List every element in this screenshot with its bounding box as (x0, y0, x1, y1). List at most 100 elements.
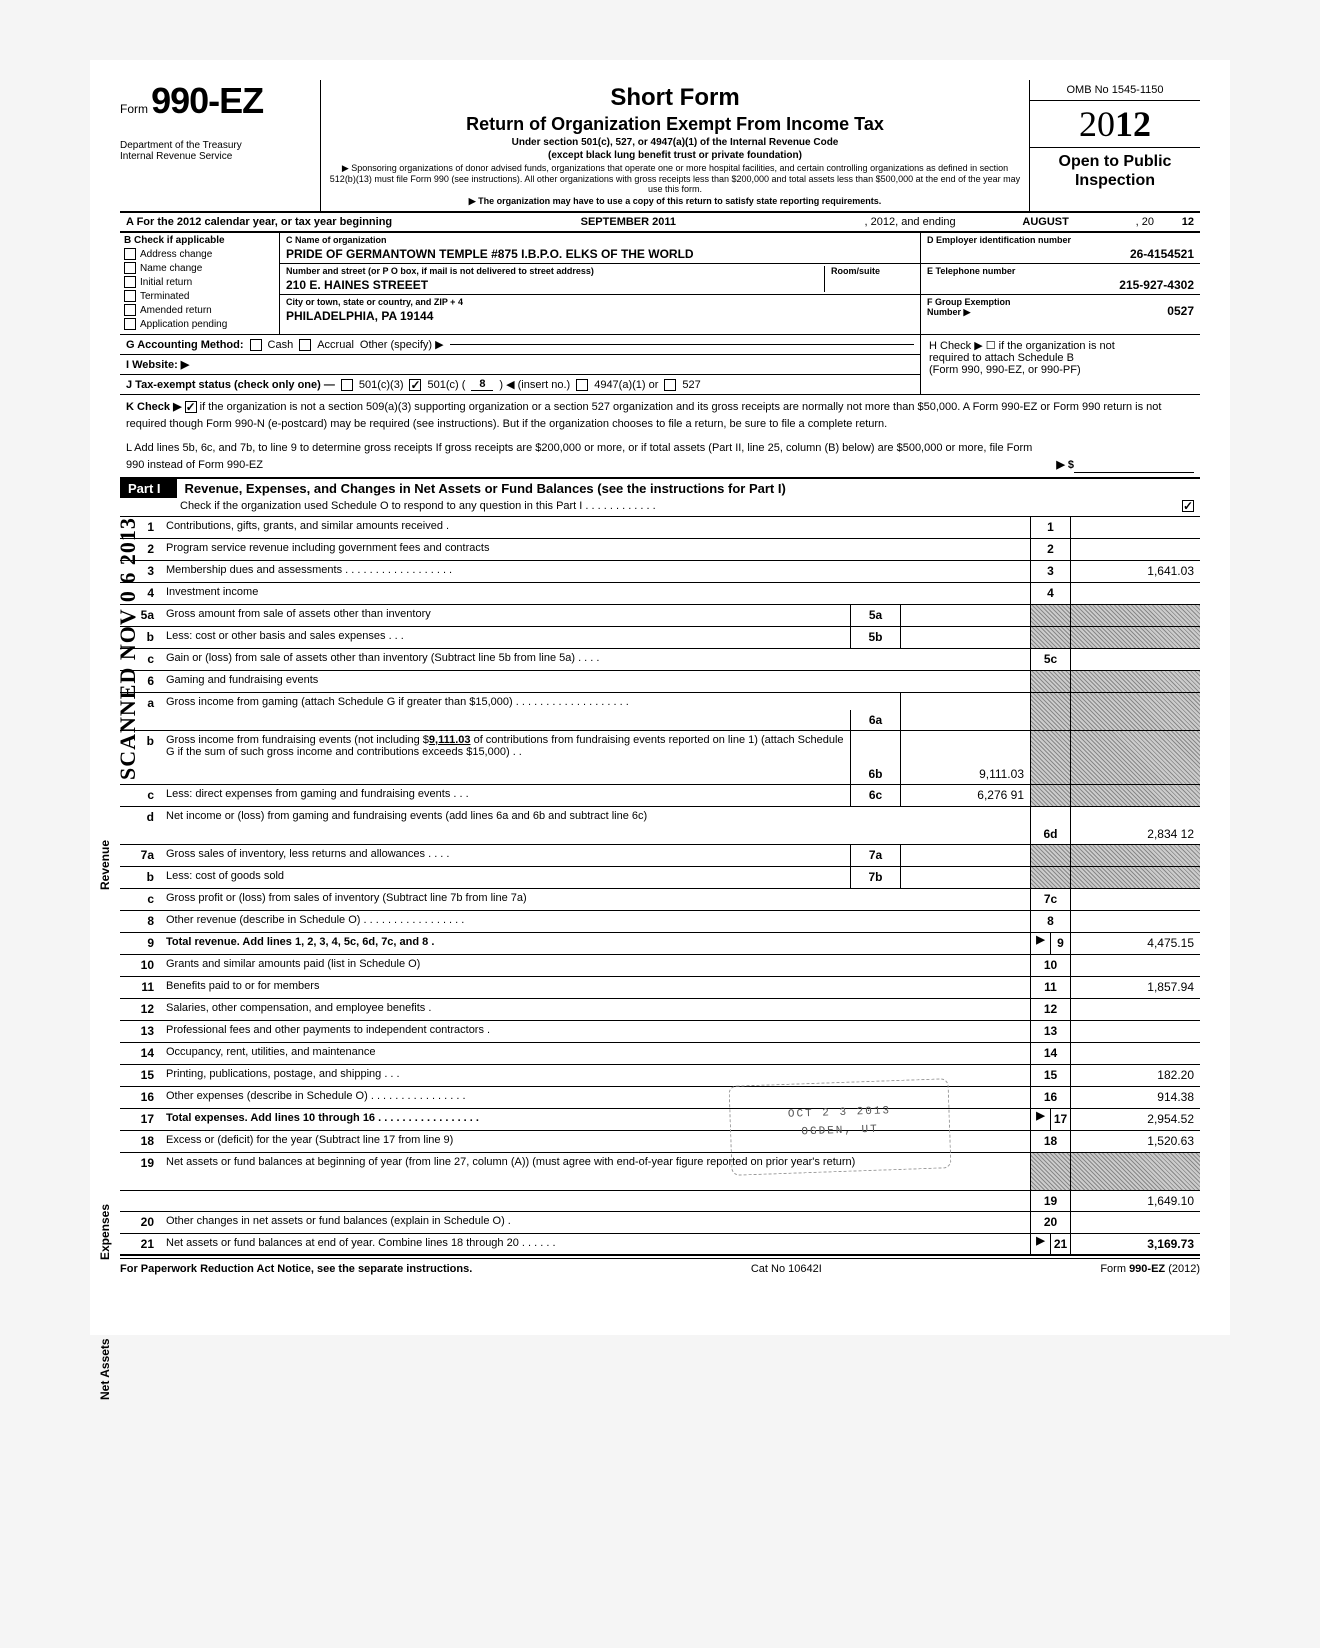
cb-line-k[interactable] (185, 401, 197, 413)
row-16-val[interactable]: 914.38 (1070, 1087, 1200, 1108)
row-7c-val[interactable] (1070, 889, 1200, 910)
row-21-desc: Net assets or fund balances at end of ye… (160, 1234, 1030, 1254)
cb-4947[interactable] (576, 379, 588, 391)
row-6d-val[interactable]: 2,834 12 (1070, 807, 1200, 844)
row-8-ncol: 8 (1030, 911, 1070, 932)
row-21-val[interactable]: 3,169.73 (1070, 1234, 1200, 1254)
row-14-val[interactable] (1070, 1043, 1200, 1064)
row-2-val[interactable] (1070, 539, 1200, 560)
footer-right: Form 990-EZ (2012) (1100, 1263, 1200, 1275)
line-j-label: J Tax-exempt status (check only one) — (126, 379, 335, 391)
cb-accrual[interactable] (299, 339, 311, 351)
cb-address-change[interactable] (124, 248, 136, 260)
cb-application-pending[interactable] (124, 318, 136, 330)
right-header-block: OMB No 1545-1150 2012 Open to Public Ins… (1030, 80, 1200, 194)
right-col-def: D Employer identification number 26-4154… (920, 233, 1200, 334)
subtitle-except: (except black lung benefit trust or priv… (329, 150, 1021, 161)
row-2-desc: Program service revenue including govern… (160, 539, 1030, 560)
subtitle-section: Under section 501(c), 527, or 4947(a)(1)… (329, 137, 1021, 148)
line-a: A For the 2012 calendar year, or tax yea… (120, 211, 1200, 231)
cb-initial-return[interactable] (124, 276, 136, 288)
box-f-label2: Number ▶ (927, 307, 1124, 318)
line-j: J Tax-exempt status (check only one) — 5… (120, 374, 920, 394)
row-19-val[interactable]: 1,649.10 (1070, 1191, 1200, 1211)
line-l-amount[interactable] (1074, 472, 1194, 473)
open-line1: Open to Public (1030, 152, 1200, 171)
row-19-shade2 (1070, 1153, 1200, 1190)
side-label-revenue: Revenue (98, 840, 112, 890)
row-7c-desc: Gross profit or (loss) from sales of inv… (160, 889, 1030, 910)
527-label: 527 (682, 379, 700, 391)
row-9-val[interactable]: 4,475.15 (1070, 933, 1200, 954)
row-14-num: 14 (120, 1043, 160, 1064)
row-20-val[interactable] (1070, 1212, 1200, 1233)
row-11-val[interactable]: 1,857.94 (1070, 977, 1200, 998)
row-2-ncol: 2 (1030, 539, 1070, 560)
row-1-desc: Contributions, gifts, grants, and simila… (160, 517, 1030, 538)
line-a-mid: , 2012, and ending (865, 216, 956, 228)
row-5a-mval[interactable] (900, 605, 1030, 626)
row-6c-mval[interactable]: 6,276 91 (900, 785, 1030, 806)
row-8-val[interactable] (1070, 911, 1200, 932)
cb-amended-return[interactable] (124, 304, 136, 316)
row-6b-desc: Gross income from fundraising events (no… (160, 731, 850, 784)
cb-501c[interactable] (409, 379, 421, 391)
cb-label-0: Address change (140, 249, 212, 260)
cb-501c3[interactable] (341, 379, 353, 391)
line-a-end: AUGUST (956, 216, 1136, 228)
row-18-val[interactable]: 1,520.63 (1070, 1131, 1200, 1152)
row-7b-mval[interactable] (900, 867, 1030, 888)
open-to-public: Open to Public Inspection (1030, 147, 1200, 194)
arrow-line-2: ▶ The organization may have to use a cop… (329, 196, 1021, 207)
row-5b-mcol: 5b (850, 627, 900, 648)
row-3-val[interactable]: 1,641.03 (1070, 561, 1200, 582)
form-page: SCANNED NOV 0 6 2013 Revenue Expenses Ne… (90, 60, 1230, 1335)
row-5b-shade2 (1070, 627, 1200, 648)
cb-terminated[interactable] (124, 290, 136, 302)
cb-cash[interactable] (250, 339, 262, 351)
cb-527[interactable] (664, 379, 676, 391)
row-6a-mval[interactable] (900, 693, 1030, 730)
row-10-num: 10 (120, 955, 160, 976)
phone-value: 215-927-4302 (927, 278, 1194, 292)
row-6b-mval[interactable]: 9,111.03 (900, 731, 1030, 784)
ein-value: 26-4154521 (927, 247, 1194, 261)
row-17-val[interactable]: 2,954.52 (1070, 1109, 1200, 1130)
row-19-shade (1030, 1153, 1070, 1190)
row-15-ncol: 15 (1030, 1065, 1070, 1086)
row-5b-mval[interactable] (900, 627, 1030, 648)
row-16-num: 16 (120, 1087, 160, 1108)
side-label-net-assets: Net Assets (98, 1338, 112, 1400)
cb-schedule-o[interactable] (1182, 500, 1194, 512)
side-label-expenses: Expenses (98, 1204, 112, 1260)
org-name: PRIDE OF GERMANTOWN TEMPLE #875 I.B.P.O.… (286, 247, 914, 261)
row-17-num: 17 (120, 1109, 160, 1130)
row-17-ncol: 17 (1050, 1109, 1070, 1130)
row-5c-val[interactable] (1070, 649, 1200, 670)
year-prefix: 20 (1079, 104, 1115, 144)
row-21-num: 21 (120, 1234, 160, 1254)
row-9-desc: Total revenue. Add lines 1, 2, 3, 4, 5c,… (160, 933, 1030, 954)
box-c: C Name of organization PRIDE OF GERMANTO… (280, 233, 920, 334)
row-12-val[interactable] (1070, 999, 1200, 1020)
section-bcdef: B Check if applicable Address change Nam… (120, 231, 1200, 334)
row-7a-mval[interactable] (900, 845, 1030, 866)
row-14-ncol: 14 (1030, 1043, 1070, 1064)
row-5a-mcol: 5a (850, 605, 900, 626)
row-15-val[interactable]: 182.20 (1070, 1065, 1200, 1086)
row-7b-shade (1030, 867, 1070, 888)
row-18-ncol: 18 (1030, 1131, 1070, 1152)
line-h-label2: required to attach Schedule B (929, 352, 1192, 364)
year-bold: 12 (1115, 104, 1151, 144)
row-10-val[interactable] (1070, 955, 1200, 976)
other-specify-line[interactable] (450, 344, 914, 345)
row-1-val[interactable] (1070, 517, 1200, 538)
row-4-val[interactable] (1070, 583, 1200, 604)
row-7a-desc: Gross sales of inventory, less returns a… (160, 845, 850, 866)
row-9-num: 9 (120, 933, 160, 954)
cb-name-change[interactable] (124, 262, 136, 274)
row-13-val[interactable] (1070, 1021, 1200, 1042)
501c3-label: 501(c)(3) (359, 379, 404, 391)
line-g-label: G Accounting Method: (126, 339, 244, 351)
row-20-num: 20 (120, 1212, 160, 1233)
